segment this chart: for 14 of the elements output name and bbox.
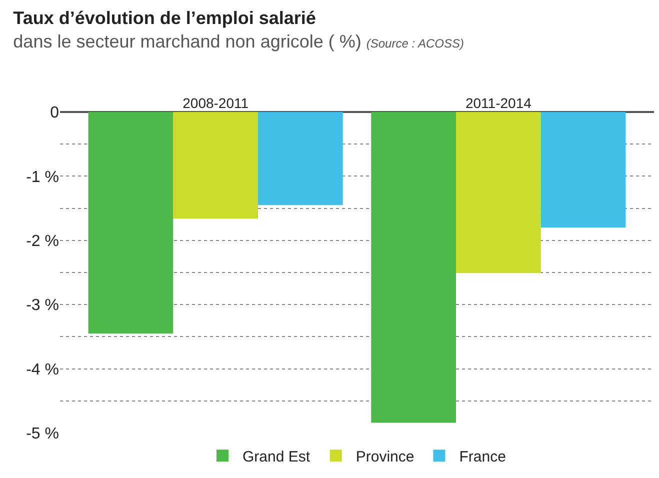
legend-label: Province [356,448,414,466]
chart-title: Taux d’évolution de l’emploi salarié [13,8,316,28]
text: (Source : ACOSS) [366,36,464,50]
y-tick-label: -2 % [26,233,59,250]
y-tick-label: -5 % [26,426,59,443]
x-tick-label: 2011-2014 [465,95,532,112]
y-tick-label: 0 [50,104,60,122]
y-tick-label: -1 % [26,168,59,186]
y-tick-label: -3 % [26,297,59,314]
x-tick-label: 2008-2011 [182,95,249,112]
chart-subtitle: dans le secteur marchand non agricole ( %) [13,31,362,52]
y-tick-label: -4 % [26,361,59,378]
legend-label: Grand Est [242,448,311,466]
legend-label: France [459,448,506,466]
